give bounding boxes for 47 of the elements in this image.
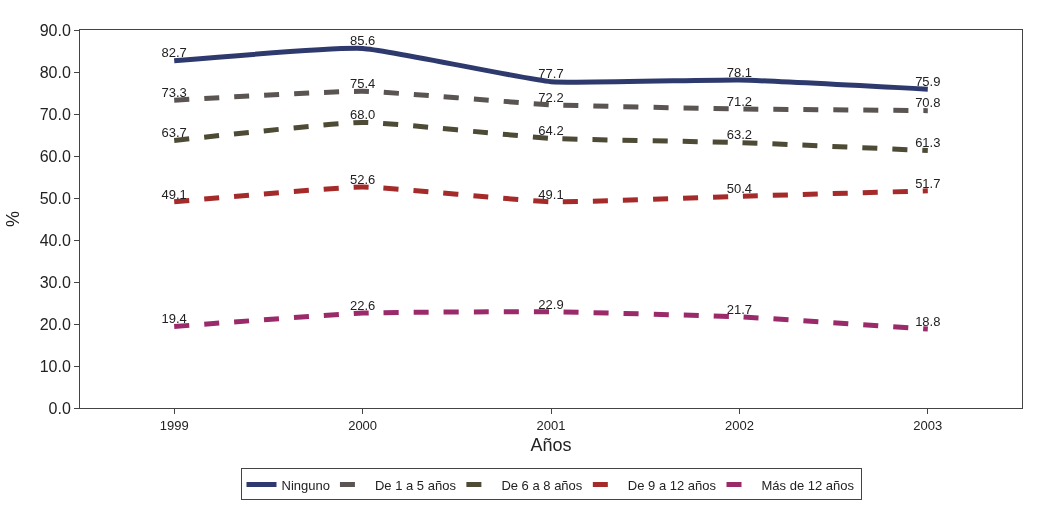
data-label: 82.7	[161, 45, 187, 61]
x-tick-label: 2003	[913, 417, 943, 433]
x-tick-label: 2001	[536, 417, 566, 433]
y-tick-label: 90.0	[39, 21, 71, 39]
data-label: 70.8	[915, 95, 941, 111]
data-label: 63.7	[161, 125, 187, 141]
data-label: 49.1	[161, 186, 187, 202]
data-label: 72.2	[538, 89, 564, 105]
data-label: 73.3	[161, 84, 187, 100]
y-tick-label: 10.0	[39, 357, 71, 375]
data-label: 63.2	[726, 127, 753, 143]
y-tick-label: 60.0	[39, 147, 71, 165]
data-label: 68.0	[349, 107, 376, 123]
data-label: 85.6	[349, 33, 376, 49]
y-axis-title: %	[2, 210, 23, 228]
y-tick-label: 30.0	[39, 273, 71, 291]
y-tick-label: 0.0	[48, 399, 71, 417]
x-tick-label: 1999	[159, 417, 189, 433]
data-label: 50.4	[726, 181, 753, 197]
data-label: 22.6	[349, 297, 376, 313]
data-label: 19.4	[161, 311, 187, 327]
legend-label: Más de 12 años	[761, 477, 855, 493]
y-tick-label: 20.0	[39, 315, 71, 333]
data-label: 52.6	[349, 171, 376, 187]
legend-label: De 1 a 5 años	[374, 477, 457, 493]
legend-label: De 6 a 8 años	[501, 477, 583, 493]
data-label: 18.8	[915, 313, 941, 329]
data-label: 78.1	[726, 64, 753, 80]
data-label: 21.7	[726, 301, 753, 317]
y-tick-label: 50.0	[39, 189, 71, 207]
data-label: 75.4	[349, 76, 376, 92]
data-label: 64.2	[538, 123, 564, 139]
y-tick-label: 80.0	[39, 63, 71, 81]
data-label: 22.9	[538, 296, 564, 312]
data-label: 77.7	[538, 66, 564, 82]
y-tick-label: 70.0	[39, 105, 71, 123]
data-label: 61.3	[915, 135, 941, 151]
legend-label: De 9 a 12 años	[627, 477, 717, 493]
x-tick-label: 2000	[348, 417, 378, 433]
data-label: 75.9	[915, 73, 941, 89]
x-axis-title: Años	[530, 434, 572, 455]
data-label: 71.2	[726, 93, 753, 109]
data-label: 49.1	[538, 186, 564, 202]
y-tick-label: 40.0	[39, 231, 71, 249]
legend-label: Ninguno	[281, 477, 330, 493]
data-label: 51.7	[915, 175, 941, 191]
x-tick-label: 2002	[724, 417, 754, 433]
